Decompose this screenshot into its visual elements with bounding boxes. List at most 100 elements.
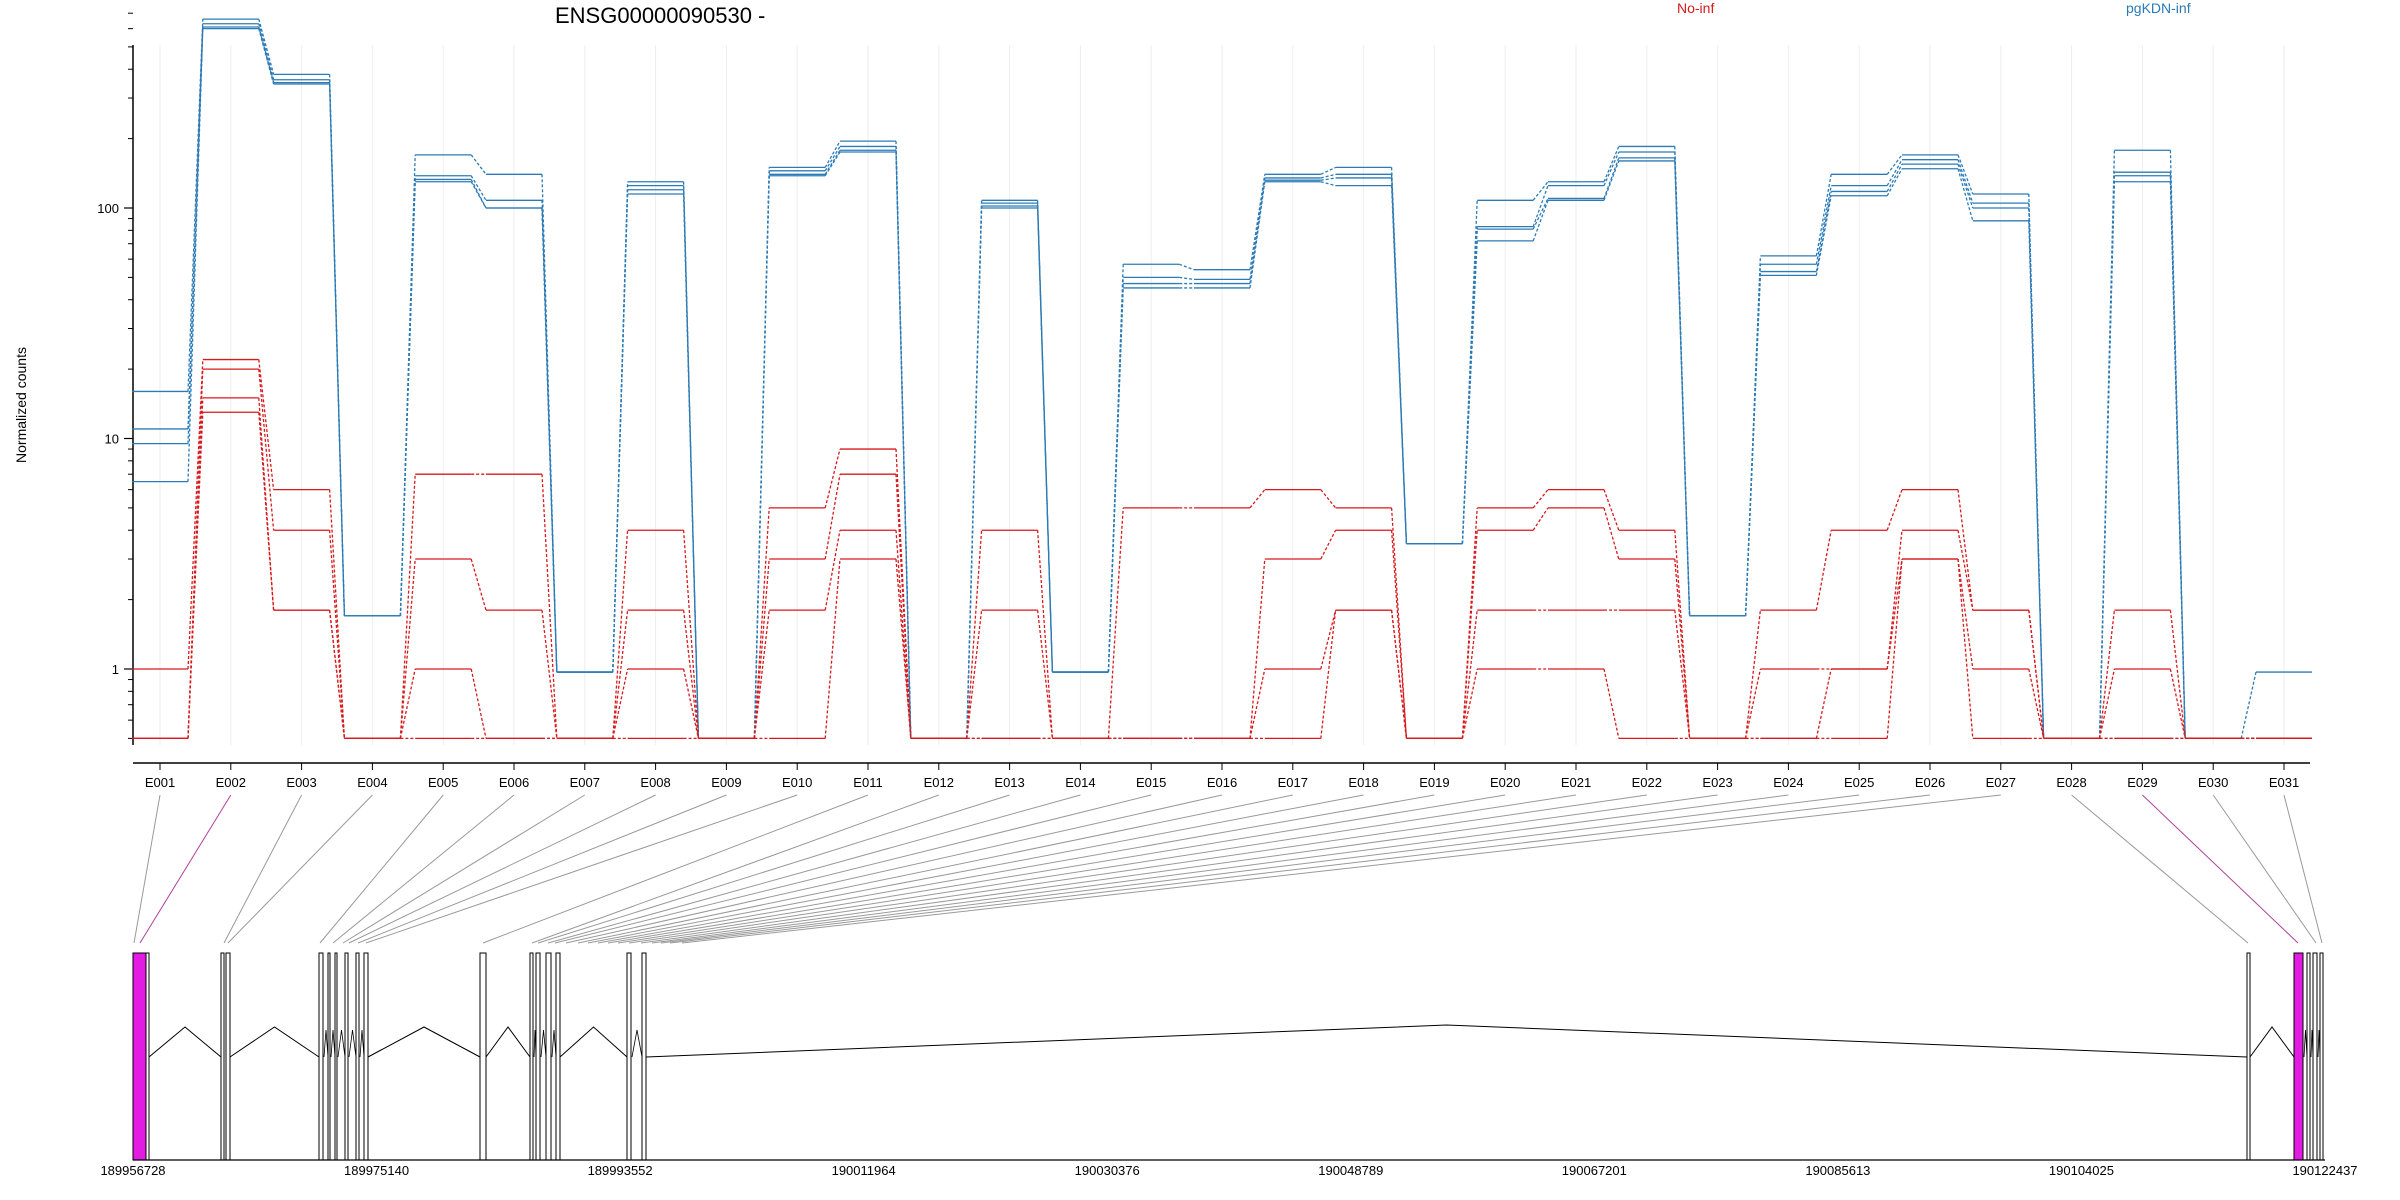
data-transition [1532,200,1549,242]
data-transition [2028,668,2045,739]
exon-box [2319,952,2324,1161]
data-transition [1957,154,1974,195]
x-tick-label: E017 [1278,775,1308,790]
intron-line [559,1026,628,1058]
data-transition [1744,668,1762,739]
data-transition [1461,530,1478,739]
exon-box [529,952,534,1161]
data-transition [1674,157,1691,616]
data-transition [1815,668,1832,739]
data-transition [1957,530,1974,611]
data-transition [1532,181,1549,201]
data-transition [1957,168,1974,221]
data-transition [258,369,275,531]
data-transition [1249,489,1266,509]
y-tick-label: 1 [112,662,119,677]
data-transition [895,151,912,739]
data-transition [1390,610,1408,739]
x-tick-label: E022 [1632,775,1662,790]
data-transition [1815,185,1832,265]
data-transition [1603,668,1620,739]
exon-box [555,952,561,1161]
exon-box [626,952,632,1161]
data-transition [682,193,700,739]
data-transition [1249,181,1266,289]
data-transition [1674,558,1691,739]
data-transition [1744,610,1762,739]
data-transition [682,668,700,739]
gene-model [132,952,2324,1161]
data-transition [1461,610,1478,739]
data-transition [1320,181,1336,187]
genomic-tick-label: 190048789 [1318,1163,1383,1178]
data-transition [1461,240,1478,544]
data-transition [1320,177,1336,181]
exon-box [318,952,324,1161]
data-transition [1603,507,1620,560]
x-tick-label: E026 [1915,775,1945,790]
data-transition [824,448,841,509]
x-tick-label: E029 [2127,775,2157,790]
exon-box [363,952,369,1161]
data-transition [753,610,770,739]
exon-connector [342,794,586,944]
data-transition [1532,185,1549,227]
intron-line [330,1029,336,1058]
data-transition [258,28,275,85]
data-transition [470,179,487,209]
exon-connector [139,794,232,944]
data-transition [1886,168,1903,197]
genomic-tick-label: 190104025 [2049,1163,2114,1178]
exon-box [545,952,552,1161]
intron-line [645,1024,2248,1058]
data-transition [824,474,841,560]
data-transition [1603,157,1620,199]
x-tick-label: E012 [924,775,954,790]
data-transition [966,530,983,739]
exon-connector [669,794,1931,944]
data-transition [1815,191,1832,272]
data-transition [753,175,770,739]
x-tick-label: E015 [1136,775,1166,790]
data-transition [1390,507,1408,739]
data-transition [470,154,487,175]
genomic-tick-label: 189993552 [588,1163,653,1178]
x-tick-label: E008 [640,775,670,790]
x-tick-label: E003 [286,775,316,790]
data-transition [1036,207,1054,673]
series-line [132,27,2312,740]
exon-connector [2071,794,2249,944]
exon-connector [357,794,727,944]
data-transition [328,530,346,739]
x-tick-label: E006 [499,775,529,790]
exon-box [641,952,647,1161]
data-transition [1886,558,1903,670]
intron-line [148,1026,222,1058]
genomic-tick-label: 190030376 [1075,1163,1140,1178]
intron-line [229,1026,320,1058]
vertical-gridlines [159,45,2285,745]
genomic-position-axis: 189956728 189975140 189993552 190011964 1900… [100,1159,2358,1178]
exon-connector [482,794,869,944]
data-transition [187,412,204,739]
y-tick-label: 100 [97,201,119,216]
data-transition [1957,558,1974,670]
intron-line [323,1029,329,1058]
x-tick-label: E024 [1773,775,1803,790]
data-transition [1179,276,1195,281]
exon-box [2306,952,2311,1161]
intron-line [485,1026,531,1058]
data-transition [682,610,700,739]
data-transition [612,193,629,673]
intron-line [540,1029,547,1058]
series-line [132,411,2312,740]
exon-connector [660,794,1860,944]
data-transition [753,507,770,739]
data-transition [1815,174,1832,256]
intron-line [337,1029,346,1058]
exon-connector [681,794,2001,944]
exon-connector [319,794,444,944]
x-tick-label: E020 [1490,775,1520,790]
x-tick-label: E013 [994,775,1024,790]
data-transition [2028,220,2045,739]
